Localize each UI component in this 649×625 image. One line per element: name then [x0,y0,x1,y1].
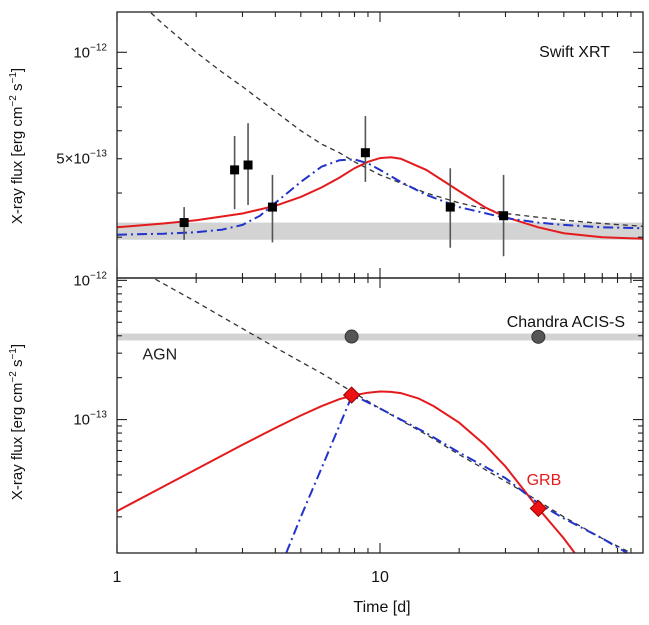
y-tick-label: 10−12 [73,270,107,289]
top-model-curves [117,12,643,240]
grb-data-point [342,386,361,404]
swift-xrt-label: Swift XRT [539,44,610,61]
xrt-data-point [179,218,189,228]
agn-label: AGN [142,347,177,364]
agn-level-band [117,222,643,240]
y-tick-label: 10−12 [73,42,107,61]
y-tick-label: 5×10−13 [56,149,107,168]
swift-xrt-points [179,116,509,257]
model-curve-solid [117,390,576,553]
chandra-label: Chandra ACIS-S [507,314,625,331]
y-tick-labels: 10−12 5×10−13 10−12 10−13 [56,42,107,428]
x-tick-label: 1 [113,569,122,586]
xrt-data-point [445,202,455,212]
top-panel: Swift XRT [117,12,643,257]
chandra-points [342,329,548,518]
xrt-data-point [230,165,240,175]
xrt-data-point [267,202,277,212]
chandra-agn-point [344,329,359,344]
y-tick-label: 10−13 [73,410,107,429]
model-curve-dashed [155,278,632,553]
xrt-data-point [499,211,509,221]
agn-band-top [117,222,643,240]
x-tick-labels: 1 10 [113,569,389,586]
y-axis-label-bottom: X-ray flux [erg cm−2 s−1] [8,344,26,500]
xrt-data-point [243,160,253,170]
grb-label: GRB [527,472,562,489]
bottom-model-curves [117,278,632,553]
chandra-agn-point [531,329,546,344]
model-curve-solid [117,156,643,240]
model-curve-dashed [149,12,643,227]
y-axis-label-top: X-ray flux [erg cm−2 s−1] [8,68,26,224]
agn-level-band [117,333,643,341]
axis-ticks [116,12,643,553]
agn-band-bottom [117,333,643,341]
model-curve-dashdot [285,395,628,553]
model-curve-dashdot [117,158,643,236]
x-axis-label: Time [d] [353,599,410,616]
x-tick-label: 10 [371,569,389,586]
bottom-panel: Chandra ACIS-S AGN GRB [117,278,643,553]
xrt-data-point [360,148,370,158]
grb-data-point [529,499,548,518]
